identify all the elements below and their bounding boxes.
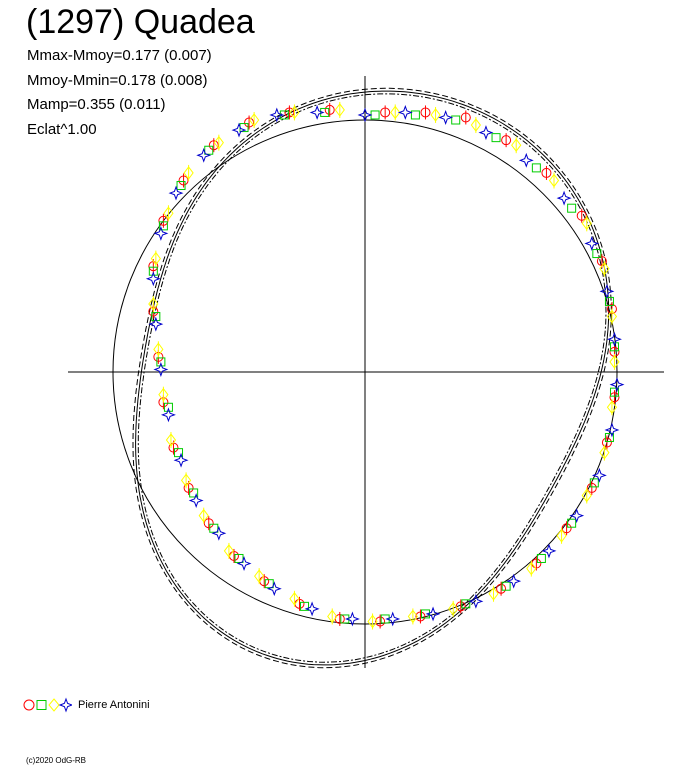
asteroid-title: (1297) Quadea <box>26 3 255 41</box>
star-data-point <box>168 185 184 201</box>
square-data-point <box>151 312 161 322</box>
square-data-point <box>491 133 501 143</box>
data-markers-layer <box>145 101 625 630</box>
square-data-point <box>320 107 330 117</box>
star-data-point <box>148 316 164 332</box>
square-data-point <box>148 266 158 276</box>
amplitude-stats: Mmax-Mmoy=0.177 (0.007) Mmoy-Mmin=0.178 … <box>27 44 212 142</box>
fit-curve-upper-bound <box>132 87 612 669</box>
star-data-point <box>506 573 522 589</box>
legend-diamond-marker-icon <box>48 698 60 712</box>
stat-mmax-mmoy: Mmax-Mmoy=0.177 (0.007) <box>27 47 212 64</box>
stat-mamp: Mamp=0.355 (0.011) <box>27 96 166 113</box>
axes-layer <box>68 76 664 668</box>
square-data-point <box>340 614 350 624</box>
star-data-point <box>599 283 615 299</box>
square-data-point <box>234 553 244 563</box>
star-data-point <box>269 107 285 123</box>
star-data-point <box>425 606 441 622</box>
star-data-point <box>173 452 189 468</box>
square-data-point <box>589 478 599 488</box>
star-data-point <box>385 611 401 627</box>
star-data-point <box>607 331 622 347</box>
square-data-point <box>567 203 577 213</box>
square-data-point <box>174 448 184 458</box>
square-data-point <box>279 110 289 120</box>
square-data-point <box>156 357 166 367</box>
star-data-point <box>591 467 607 483</box>
square-data-point <box>420 609 430 619</box>
star-data-point <box>556 190 572 206</box>
star-data-point <box>266 581 282 597</box>
square-data-point <box>609 387 619 397</box>
star-data-point <box>304 601 320 617</box>
square-data-point <box>380 614 390 624</box>
legend-circle-marker-icon <box>23 699 35 711</box>
square-data-point <box>604 433 614 443</box>
stat-eclat: Eclat^1.00 <box>27 120 97 138</box>
fit-curve <box>135 90 610 666</box>
star-data-point <box>584 236 600 251</box>
star-data-point <box>153 362 169 377</box>
square-data-point <box>567 518 577 528</box>
star-data-point <box>236 556 252 571</box>
legend-square-marker-icon <box>36 700 47 710</box>
star-data-point <box>569 508 585 524</box>
square-data-point <box>461 599 471 609</box>
square-data-point <box>176 181 186 191</box>
star-data-point <box>609 377 625 393</box>
fit-curve-lower-bound <box>137 93 607 663</box>
star-data-point <box>397 104 413 120</box>
fit-curve-layer <box>132 87 612 669</box>
square-data-point <box>592 249 602 259</box>
star-data-point <box>604 422 620 438</box>
star-data-point <box>231 122 247 138</box>
star-data-point <box>211 525 227 541</box>
legend: Pierre Antonini <box>22 697 150 713</box>
square-data-point <box>410 110 420 120</box>
legend-observer-label: Pierre Antonini <box>78 699 150 711</box>
stat-mmoy-mmin: Mmoy-Mmin=0.178 (0.008) <box>27 71 208 89</box>
copyright-note: (c)2020 OdG-RB <box>26 756 87 765</box>
star-data-point <box>160 407 176 423</box>
star-data-point <box>518 152 534 168</box>
star-data-point <box>438 110 454 125</box>
square-data-point <box>451 115 461 125</box>
star-data-point <box>145 271 161 287</box>
square-data-point <box>609 342 619 352</box>
square-data-point <box>536 553 546 563</box>
square-data-point <box>204 145 214 155</box>
star-data-point <box>153 225 169 241</box>
star-data-point <box>541 543 557 559</box>
square-data-point <box>300 601 310 611</box>
star-data-point <box>344 611 360 627</box>
square-data-point <box>158 221 168 231</box>
square-data-point <box>604 296 614 306</box>
square-data-point <box>189 488 199 498</box>
star-data-point <box>188 493 204 508</box>
star-data-point <box>468 593 484 609</box>
square-data-point <box>209 523 219 533</box>
legend-star-marker-icon <box>58 697 72 713</box>
star-data-point <box>478 125 494 141</box>
star-data-point <box>309 104 325 120</box>
legend-marker-icons <box>23 697 72 713</box>
square-data-point <box>264 579 274 589</box>
square-data-point <box>163 402 173 412</box>
square-data-point <box>531 163 541 173</box>
star-data-point <box>196 147 212 163</box>
star-data-point <box>357 107 373 123</box>
square-data-point <box>501 581 511 591</box>
